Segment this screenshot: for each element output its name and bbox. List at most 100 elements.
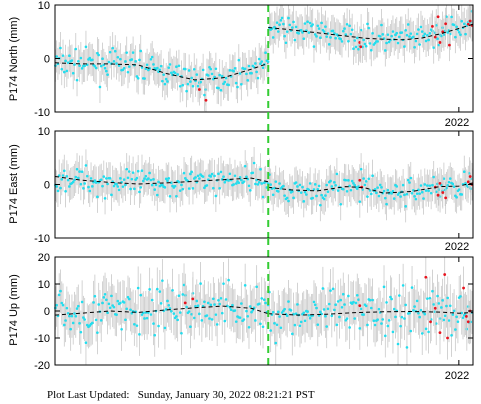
up-data-point bbox=[69, 327, 72, 331]
north-recent-point bbox=[436, 15, 440, 19]
north-data-point bbox=[243, 67, 247, 71]
east-data-point bbox=[93, 179, 97, 182]
east-data-point bbox=[116, 185, 120, 188]
east-data-point bbox=[448, 177, 452, 180]
up-data-point bbox=[126, 295, 130, 299]
east-data-point bbox=[348, 184, 351, 188]
east-data-point bbox=[426, 184, 429, 187]
east-data-point bbox=[201, 175, 205, 178]
up-data-point bbox=[218, 302, 221, 306]
up-data-point bbox=[321, 287, 325, 290]
up-data-point bbox=[368, 298, 372, 302]
up-data-point bbox=[125, 307, 129, 311]
north-data-point bbox=[313, 33, 317, 36]
east-data-point bbox=[115, 182, 118, 186]
up-data-point bbox=[124, 318, 127, 322]
up-data-point bbox=[264, 301, 267, 305]
north-data-point bbox=[99, 64, 103, 68]
up-data-point bbox=[269, 329, 272, 332]
up-data-point bbox=[409, 329, 413, 333]
east-data-point bbox=[252, 161, 256, 165]
up-ytick-label: 20 bbox=[38, 252, 50, 264]
north-data-point bbox=[107, 60, 111, 64]
up-data-point bbox=[182, 283, 186, 287]
north-data-point bbox=[260, 60, 264, 63]
up-data-point bbox=[61, 303, 65, 307]
north-panel: -10 0 10 P174 North (mm) 2022 bbox=[8, 0, 474, 129]
up-ylabel: P174 Up (mm) bbox=[8, 274, 20, 346]
north-data-point bbox=[185, 89, 188, 93]
up-data-point bbox=[57, 293, 61, 297]
up-data-point bbox=[75, 307, 79, 310]
north-data-point bbox=[418, 43, 421, 46]
east-data-point bbox=[260, 182, 264, 185]
east-data-point bbox=[460, 193, 464, 196]
north-data-point bbox=[311, 23, 314, 26]
east-data-point bbox=[182, 171, 186, 175]
east-data-point bbox=[196, 174, 200, 178]
north-data-point bbox=[218, 73, 221, 77]
east-data-point bbox=[452, 185, 456, 189]
east-data-point bbox=[428, 184, 432, 187]
north-data-point bbox=[371, 32, 374, 35]
north-data-point bbox=[334, 36, 337, 40]
north-data-point bbox=[240, 83, 243, 86]
north-data-point bbox=[236, 85, 239, 89]
east-data-point bbox=[383, 196, 387, 200]
east-data-point bbox=[386, 188, 390, 192]
east-data-point bbox=[143, 177, 146, 180]
east-data-point bbox=[245, 175, 248, 179]
east-data-point bbox=[88, 189, 92, 193]
east-data-point bbox=[339, 202, 343, 206]
north-data-point bbox=[223, 80, 227, 84]
east-data-point bbox=[223, 180, 227, 184]
up-data-point bbox=[210, 318, 214, 321]
north-data-point bbox=[61, 54, 65, 57]
east-data-point bbox=[355, 187, 359, 191]
north-data-point bbox=[250, 71, 253, 75]
north-data-point bbox=[414, 39, 418, 43]
north-data-point bbox=[80, 67, 84, 70]
up-data-point bbox=[403, 317, 406, 320]
east-data-point bbox=[341, 187, 345, 191]
north-data-point bbox=[98, 85, 102, 89]
north-recent-point bbox=[466, 22, 470, 26]
up-data-point bbox=[440, 306, 443, 309]
up-data-point bbox=[331, 287, 335, 291]
east-data-point bbox=[59, 186, 62, 190]
up-data-point bbox=[413, 305, 416, 308]
north-data-point bbox=[232, 69, 236, 73]
east-data-point bbox=[237, 181, 241, 185]
north-data-point bbox=[331, 29, 335, 33]
east-data-point bbox=[119, 177, 122, 180]
up-data-point bbox=[329, 289, 332, 292]
up-data-point bbox=[200, 319, 204, 322]
north-data-point bbox=[166, 80, 169, 83]
up-recent-point bbox=[466, 320, 470, 324]
north-data-point bbox=[145, 63, 149, 67]
north-data-point bbox=[353, 39, 357, 42]
north-recent-point bbox=[204, 98, 208, 102]
up-data-point bbox=[326, 307, 330, 311]
up-data-point bbox=[401, 284, 405, 287]
up-data-point bbox=[152, 322, 155, 325]
up-data-point bbox=[80, 300, 84, 304]
north-data-point bbox=[376, 40, 379, 43]
up-data-point bbox=[380, 322, 383, 325]
up-data-point bbox=[441, 299, 444, 302]
up-data-point bbox=[145, 316, 149, 320]
plot-updated-label: Plot Last Updated: bbox=[47, 389, 130, 401]
north-data-point bbox=[68, 54, 71, 58]
up-data-point bbox=[419, 308, 423, 312]
up-data-point bbox=[315, 306, 318, 310]
east-data-point bbox=[71, 180, 75, 184]
east-data-point bbox=[125, 167, 129, 171]
north-data-point bbox=[427, 38, 430, 42]
east-data-point bbox=[419, 184, 423, 187]
north-data-point bbox=[168, 63, 172, 66]
east-data-point bbox=[149, 178, 153, 182]
north-data-point bbox=[73, 63, 76, 66]
east-data-point bbox=[181, 187, 185, 191]
north-data-point bbox=[349, 32, 353, 36]
east-data-point bbox=[330, 185, 334, 188]
